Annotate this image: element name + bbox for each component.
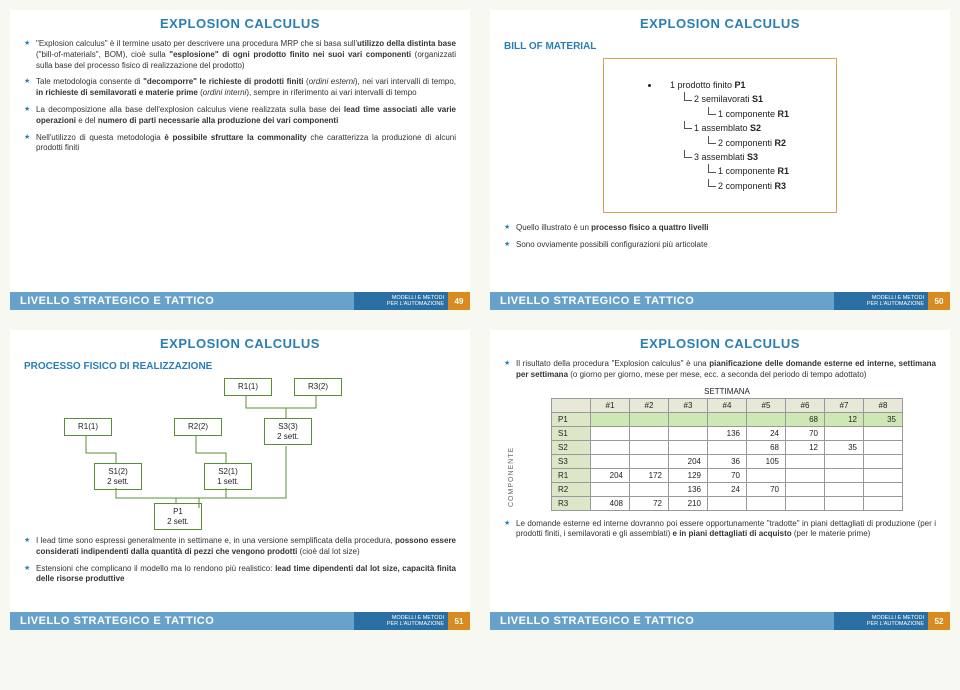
week-table: #1#2#3#4#5#6#7#8P1681235S11362470S268123… [551,398,903,511]
slide-title: EXPLOSION CALCULUS [10,10,470,35]
slide-footer: LIVELLO STRATEGICO E TATTICO MODELLI E M… [490,292,950,310]
page-number: 52 [928,612,950,630]
node-r3-top: R3(2) [294,378,342,396]
bullet-item: Le domande esterne ed interne dovranno p… [504,519,936,541]
componente-label: COMPONENTE [508,446,515,506]
bullet-list: I lead time sono espressi generalmente i… [24,536,456,585]
bullet-list: Il risultato della procedura "Explosion … [504,359,936,381]
slide-2: EXPLOSION CALCULUS BILL OF MATERIAL 1 pr… [490,10,950,310]
slide-content: BILL OF MATERIAL 1 prodotto finito P12 s… [490,35,950,292]
page-number: 49 [448,292,470,310]
node-r1-top: R1(1) [224,378,272,396]
settimana-label: SETTIMANA [518,387,936,396]
bom-tree: 1 prodotto finito P12 semilavorati S11 c… [620,78,820,193]
footer-right: MODELLI E METODI PER L'AUTOMAZIONE [834,292,928,310]
bullet-list: Le domande esterne ed interne dovranno p… [504,519,936,541]
node-s3: S3(3)2 sett. [264,418,312,445]
bullet-item: Tale metodologia consente di "decomporre… [24,77,456,99]
page-number: 51 [448,612,470,630]
intro-bullet: Il risultato della procedura "Explosion … [504,359,936,381]
node-s2: S2(1)1 sett. [204,463,252,490]
slide-footer: LIVELLO STRATEGICO E TATTICO MODELLI E M… [490,612,950,630]
slide-title: EXPLOSION CALCULUS [10,330,470,355]
page-number: 50 [928,292,950,310]
slide-3: EXPLOSION CALCULUS PROCESSO FISICO DI RE… [10,330,470,630]
slide-content: PROCESSO FISICO DI REALIZZAZIONE R1(1) R… [10,355,470,612]
slide-footer: LIVELLO STRATEGICO E TATTICO MODELLI E M… [10,612,470,630]
footer-right: MODELLI E METODI PER L'AUTOMAZIONE [834,612,928,630]
slide-title: EXPLOSION CALCULUS [490,330,950,355]
flow-connectors [24,378,456,528]
footer-left: LIVELLO STRATEGICO E TATTICO [10,612,354,630]
bom-tree-box: 1 prodotto finito P12 semilavorati S11 c… [603,58,837,213]
bullet-item: Quello illustrato è un processo fisico a… [504,223,936,234]
slide-footer: LIVELLO STRATEGICO E TATTICO MODELLI E M… [10,292,470,310]
bullet-item: La decomposizione alla base dell'explosi… [24,105,456,127]
footer-left: LIVELLO STRATEGICO E TATTICO [490,612,834,630]
footer-left: LIVELLO STRATEGICO E TATTICO [10,292,354,310]
footer-left: LIVELLO STRATEGICO E TATTICO [490,292,834,310]
slide-content: "Explosion calculus" è il termine usato … [10,35,470,292]
table-wrap: COMPONENTE SETTIMANA #1#2#3#4#5#6#7#8P16… [504,387,936,511]
bullet-item: Nell'utilizzo di questa metodologia è po… [24,133,456,155]
node-r2: R2(2) [174,418,222,436]
slide-content: Il risultato della procedura "Explosion … [490,355,950,612]
slide-1: EXPLOSION CALCULUS "Explosion calculus" … [10,10,470,310]
bullet-list: Quello illustrato è un processo fisico a… [504,223,936,251]
slide-4: EXPLOSION CALCULUS Il risultato della pr… [490,330,950,630]
slides-grid: EXPLOSION CALCULUS "Explosion calculus" … [10,10,950,630]
flow-diagram: R1(1) R3(2) R1(1) R2(2) S3(3)2 sett. S1(… [24,378,456,528]
bullet-item: Sono ovviamente possibili configurazioni… [504,240,936,251]
bullet-item: Estensioni che complicano il modello ma … [24,564,456,586]
slide-title: EXPLOSION CALCULUS [490,10,950,35]
slide-subtitle: BILL OF MATERIAL [504,41,936,52]
slide-subtitle: PROCESSO FISICO DI REALIZZAZIONE [24,361,456,372]
footer-right: MODELLI E METODI PER L'AUTOMAZIONE [354,612,448,630]
bullet-item: I lead time sono espressi generalmente i… [24,536,456,558]
footer-right: MODELLI E METODI PER L'AUTOMAZIONE [354,292,448,310]
bullet-item: "Explosion calculus" è il termine usato … [24,39,456,71]
node-p1: P12 sett. [154,503,202,530]
node-r1-left: R1(1) [64,418,112,436]
node-s1: S1(2)2 sett. [94,463,142,490]
bullet-list: "Explosion calculus" è il termine usato … [24,39,456,154]
